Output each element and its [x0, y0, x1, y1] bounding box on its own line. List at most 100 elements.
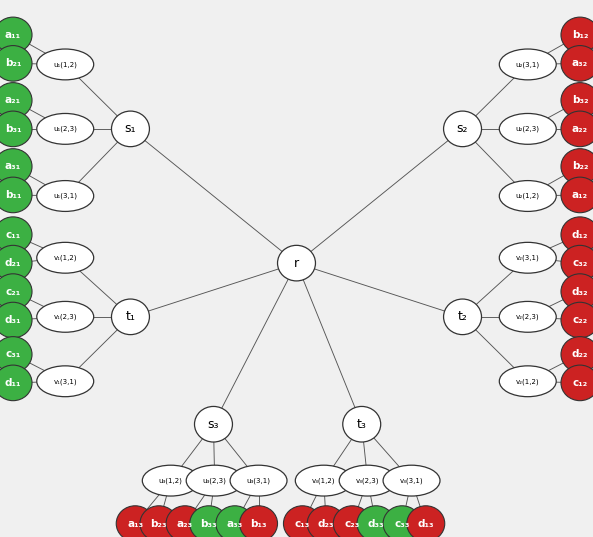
Text: a₂₃: a₂₃ — [177, 519, 193, 528]
Text: a₂₂: a₂₂ — [572, 124, 588, 134]
Text: d₃₁: d₃₁ — [5, 315, 21, 325]
Text: u₁(2,3): u₁(2,3) — [53, 126, 77, 132]
Ellipse shape — [561, 365, 593, 401]
Text: a₁₁: a₁₁ — [5, 30, 21, 40]
Ellipse shape — [0, 46, 32, 81]
Ellipse shape — [0, 365, 32, 401]
Text: t₂: t₂ — [458, 310, 467, 323]
Text: u₃(2,3): u₃(2,3) — [203, 477, 227, 484]
Ellipse shape — [0, 111, 32, 147]
Ellipse shape — [216, 506, 254, 537]
Ellipse shape — [343, 407, 381, 442]
Ellipse shape — [37, 301, 94, 332]
Ellipse shape — [142, 465, 199, 496]
Text: v₁(2,3): v₁(2,3) — [53, 314, 77, 320]
Text: s₂: s₂ — [457, 122, 468, 135]
Ellipse shape — [499, 49, 556, 80]
Text: t₁: t₁ — [126, 310, 135, 323]
Text: u₂(1,2): u₂(1,2) — [516, 193, 540, 199]
Ellipse shape — [0, 217, 32, 252]
Text: b₃₂: b₃₂ — [572, 96, 588, 105]
Text: c₂₃: c₂₃ — [345, 519, 360, 528]
Text: a₃₂: a₃₂ — [572, 59, 588, 68]
Text: b₃₃: b₃₃ — [200, 519, 217, 528]
Ellipse shape — [307, 506, 345, 537]
Ellipse shape — [0, 177, 32, 213]
Text: a₁₂: a₁₂ — [572, 190, 588, 200]
Text: r: r — [294, 257, 299, 270]
Text: b₂₂: b₂₂ — [572, 162, 588, 171]
Ellipse shape — [166, 506, 204, 537]
Ellipse shape — [186, 465, 243, 496]
Ellipse shape — [561, 17, 593, 53]
Ellipse shape — [333, 506, 371, 537]
Ellipse shape — [499, 301, 556, 332]
Text: v₂(3,1): v₂(3,1) — [516, 255, 540, 261]
Text: b₃₁: b₃₁ — [5, 124, 21, 134]
Text: u₃(3,1): u₃(3,1) — [247, 477, 270, 484]
Ellipse shape — [561, 177, 593, 213]
Ellipse shape — [230, 465, 287, 496]
Ellipse shape — [0, 17, 32, 53]
Ellipse shape — [561, 83, 593, 118]
Text: d₁₃: d₁₃ — [417, 519, 434, 528]
Ellipse shape — [37, 242, 94, 273]
Text: b₁₁: b₁₁ — [5, 190, 21, 200]
Text: b₁₂: b₁₂ — [572, 30, 588, 40]
Ellipse shape — [561, 149, 593, 184]
Ellipse shape — [499, 113, 556, 144]
Text: v₂(1,2): v₂(1,2) — [516, 378, 540, 384]
Ellipse shape — [190, 506, 228, 537]
Text: d₁₁: d₁₁ — [5, 378, 21, 388]
Ellipse shape — [561, 302, 593, 338]
Ellipse shape — [0, 83, 32, 118]
Ellipse shape — [0, 274, 32, 309]
Text: b₂₁: b₂₁ — [5, 59, 21, 68]
Ellipse shape — [0, 337, 32, 372]
Text: v₁(3,1): v₁(3,1) — [53, 378, 77, 384]
Text: v₃(1,2): v₃(1,2) — [312, 477, 336, 484]
Ellipse shape — [357, 506, 395, 537]
Text: c₂₁: c₂₁ — [5, 287, 21, 296]
Text: v₃(2,3): v₃(2,3) — [356, 477, 380, 484]
Ellipse shape — [278, 245, 315, 281]
Text: c₁₂: c₁₂ — [572, 378, 588, 388]
Text: a₁₃: a₁₃ — [127, 519, 144, 528]
Ellipse shape — [116, 506, 154, 537]
Ellipse shape — [0, 302, 32, 338]
Text: t₃: t₃ — [357, 418, 366, 431]
Text: b₂₃: b₂₃ — [151, 519, 167, 528]
Ellipse shape — [561, 46, 593, 81]
Text: s₁: s₁ — [125, 122, 136, 135]
Ellipse shape — [37, 366, 94, 397]
Text: b₁₃: b₁₃ — [250, 519, 267, 528]
Text: d₃₃: d₃₃ — [368, 519, 384, 528]
Ellipse shape — [407, 506, 445, 537]
Text: a₂₁: a₂₁ — [5, 96, 21, 105]
Ellipse shape — [0, 245, 32, 281]
Text: d₂₂: d₂₂ — [572, 350, 588, 359]
Ellipse shape — [444, 111, 482, 147]
Ellipse shape — [295, 465, 352, 496]
Text: d₃₂: d₃₂ — [572, 287, 588, 296]
Text: c₁₃: c₁₃ — [295, 519, 310, 528]
Ellipse shape — [383, 465, 440, 496]
Text: d₁₂: d₁₂ — [572, 230, 588, 240]
Text: c₃₂: c₃₂ — [572, 258, 588, 268]
Ellipse shape — [195, 407, 232, 442]
Ellipse shape — [0, 149, 32, 184]
Text: d₂₁: d₂₁ — [5, 258, 21, 268]
Ellipse shape — [283, 506, 321, 537]
Text: c₃₁: c₃₁ — [5, 350, 21, 359]
Ellipse shape — [383, 506, 421, 537]
Ellipse shape — [339, 465, 396, 496]
Text: a₃₁: a₃₁ — [5, 162, 21, 171]
Ellipse shape — [240, 506, 278, 537]
Ellipse shape — [561, 274, 593, 309]
Text: c₃₃: c₃₃ — [394, 519, 410, 528]
Text: v₂(2,3): v₂(2,3) — [516, 314, 540, 320]
Ellipse shape — [37, 180, 94, 212]
Ellipse shape — [111, 111, 149, 147]
Ellipse shape — [140, 506, 178, 537]
Text: c₂₂: c₂₂ — [572, 315, 588, 325]
